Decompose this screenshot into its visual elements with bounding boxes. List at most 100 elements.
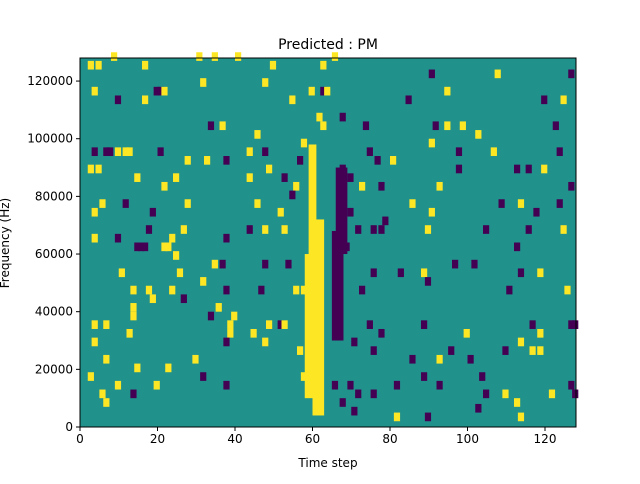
y-tick-label: 100000 — [27, 132, 73, 146]
heatmap-cell — [246, 147, 253, 157]
heatmap-cell — [331, 380, 339, 390]
heatmap-cell — [428, 138, 435, 148]
heatmap-cell — [285, 259, 292, 269]
heatmap-cell — [339, 112, 346, 122]
heatmap-cell — [529, 320, 536, 329]
heatmap-cell — [316, 363, 323, 373]
heatmap-cell — [320, 121, 327, 131]
x-axis-label: Time step — [297, 456, 357, 470]
heatmap-cell — [517, 412, 525, 422]
heatmap-cell — [262, 147, 269, 157]
heatmap-cell — [525, 225, 532, 234]
heatmap-cell — [525, 164, 532, 174]
heatmap-cell — [107, 147, 114, 157]
heatmap-cell — [153, 380, 160, 390]
heatmap-cell — [533, 207, 540, 217]
heatmap-cell — [568, 181, 575, 191]
heatmap-cell — [142, 95, 149, 105]
heatmap-cell — [157, 147, 164, 157]
heatmap-cell — [91, 337, 98, 347]
heatmap-cell — [421, 372, 428, 381]
heatmap-cell — [103, 354, 110, 364]
heatmap-cell — [293, 181, 300, 191]
heatmap-cell — [184, 199, 191, 208]
heatmap-band — [335, 167, 348, 255]
heatmap-cell — [180, 225, 187, 234]
heatmap-cell — [517, 268, 525, 278]
heatmap-cell — [529, 346, 536, 355]
heatmap-cell — [169, 285, 176, 295]
heatmap-cell — [145, 285, 153, 295]
heatmap-cell — [161, 242, 168, 252]
heatmap-cell — [421, 320, 428, 329]
heatmap-cell — [444, 86, 451, 96]
heatmap-cell — [308, 86, 315, 96]
heatmap-cell — [114, 147, 122, 157]
heatmap-cell — [192, 354, 199, 364]
heatmap-cell — [215, 303, 222, 312]
heatmap-cell — [126, 328, 133, 338]
heatmap-cell — [297, 156, 304, 165]
heatmap-cell — [122, 199, 129, 208]
heatmap-cell — [223, 285, 230, 295]
heatmap-cell — [200, 78, 207, 87]
y-tick-label: 60000 — [35, 247, 73, 261]
y-tick-label: 0 — [65, 420, 73, 434]
heatmap-cell — [428, 207, 435, 217]
heatmap-cell — [568, 380, 575, 390]
heatmap-cell — [393, 412, 401, 422]
heatmap-cell — [424, 225, 432, 234]
heatmap-cell — [293, 285, 300, 295]
heatmap-cell — [572, 320, 579, 329]
heatmap-cell — [320, 60, 327, 70]
heatmap-cell — [339, 164, 346, 174]
heatmap-cell — [114, 95, 122, 105]
heatmap-cell — [165, 242, 172, 252]
heatmap-cell — [351, 337, 358, 347]
heatmap-cell — [266, 164, 273, 174]
heatmap-cell — [180, 294, 187, 304]
heatmap-cell — [169, 233, 176, 243]
heatmap-cell — [250, 328, 257, 338]
heatmap-cell — [165, 363, 172, 373]
heatmap-cell — [324, 86, 331, 96]
heatmap-cell — [409, 354, 416, 364]
heatmap-cell — [149, 207, 156, 217]
heatmap-cell — [227, 328, 234, 338]
heatmap-cell — [207, 311, 215, 321]
heatmap-cell — [184, 156, 191, 165]
heatmap-band — [304, 254, 313, 399]
heatmap-cell — [548, 389, 556, 399]
heatmap-cell — [277, 207, 284, 217]
heatmap-cell — [479, 372, 486, 381]
heatmap-cell — [130, 303, 137, 312]
x-tick-label: 80 — [382, 432, 397, 446]
heatmap-cell — [436, 354, 443, 364]
heatmap-cell — [262, 225, 269, 234]
heatmap-cell — [142, 60, 149, 70]
heatmap-cell — [560, 225, 567, 234]
heatmap-cell — [370, 225, 377, 234]
plot-area — [79, 52, 579, 428]
heatmap-cell — [289, 95, 296, 105]
heatmap-cell — [134, 242, 141, 252]
heatmap-cell — [506, 285, 513, 295]
heatmap-cell — [463, 328, 470, 338]
heatmap-cell — [281, 173, 288, 182]
heatmap-cell — [409, 199, 416, 208]
heatmap-cell — [541, 164, 548, 174]
heatmap-cell — [568, 320, 575, 329]
heatmap-cell — [114, 233, 122, 243]
heatmap-cell — [91, 86, 98, 96]
heatmap-cell — [393, 380, 401, 390]
heatmap-cell — [258, 285, 265, 295]
heatmap-cell — [397, 268, 404, 278]
heatmap-cell — [483, 389, 490, 399]
heatmap-band — [312, 219, 325, 416]
heatmap-cell — [421, 268, 428, 278]
heatmap-cell — [572, 389, 579, 399]
heatmap-cell — [475, 403, 482, 413]
x-tick-label: 120 — [534, 432, 557, 446]
heatmap-cell — [204, 156, 211, 165]
x-tick-label: 100 — [456, 432, 479, 446]
